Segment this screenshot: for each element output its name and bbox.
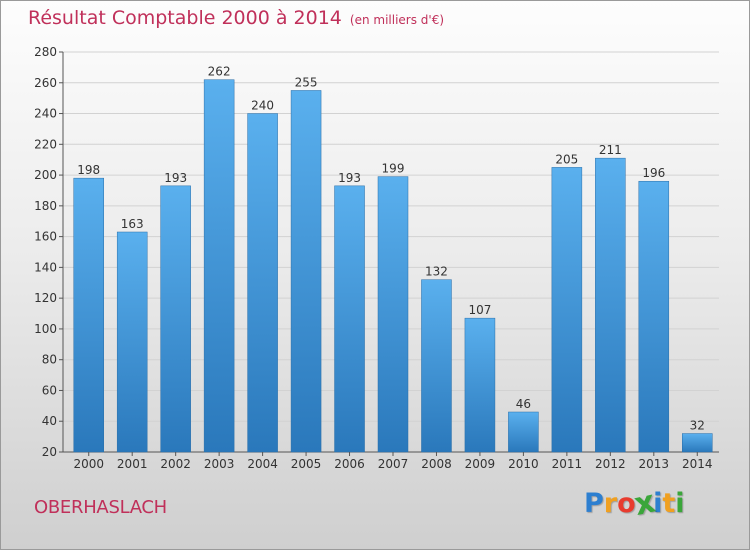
bar-2007 [377,176,409,453]
chart-title: Résultat Comptable 2000 à 2014 (en millie… [28,7,444,29]
x-tick-label-2010: 2010 [508,457,539,471]
commune-name: OBERHASLACH [34,497,167,518]
data-labels: 198 163 193 262 240 255 193 199 132 107 46 205 211 19… [77,65,705,433]
logo-letter: i [675,488,685,519]
y-tick-label: 20 [42,445,57,459]
x-tick-label-2011: 2011 [552,457,583,471]
y-tick-label: 60 [42,383,57,397]
bar-2003 [203,79,235,453]
y-tick-label: 140 [34,260,57,274]
bar-2006 [334,185,365,453]
y-tick-label: 280 [34,45,57,59]
x-axis-ticks: 2000 2001 2002 2003 2004 2005 2006 2007 2008 2009… [73,452,713,471]
data-label-2014: 32 [690,419,705,433]
data-label-2013: 196 [642,166,665,180]
y-tick-label: 220 [34,137,57,151]
bar-2009 [464,317,496,453]
y-tick-label: 200 [34,168,57,182]
title-text: Résultat Comptable 2000 à 2014 [28,7,342,29]
x-tick-label-2014: 2014 [682,457,713,471]
data-label-2008: 132 [425,265,448,279]
logo-letter: o [617,488,636,519]
y-tick-label: 160 [34,230,57,244]
x-tick-label-2007: 2007 [378,457,409,471]
y-tick-label: 240 [34,107,57,121]
logo-letter: t [662,488,676,519]
logo-letter: P [584,488,604,519]
y-tick-label: 120 [34,291,57,305]
data-label-2012: 211 [599,143,622,157]
data-label-2002: 193 [164,171,187,185]
bar-2001 [116,231,148,453]
x-tick-label-2006: 2006 [334,457,365,471]
x-tick-label-2002: 2002 [160,457,191,471]
y-tick-label: 180 [34,199,57,213]
x-tick-label-2005: 2005 [291,457,322,471]
data-label-2003: 262 [208,65,231,79]
y-tick-label: 260 [34,76,57,90]
chart-subtitle: (en milliers d'€) [349,13,445,27]
y-axis-ticks: 20 40 60 80 100 120 140 160 180 200 220 240 260 280 [34,45,63,459]
bar-2012 [595,157,626,453]
data-label-2009: 107 [468,303,491,317]
bar-2013 [638,180,670,453]
y-tick-label: 80 [42,353,57,367]
x-tick-label-2012: 2012 [595,457,626,471]
data-label-2000: 198 [77,163,100,177]
data-label-2006: 193 [338,171,361,185]
y-tick-label: 100 [34,322,57,336]
bar-2010 [508,411,539,453]
data-label-2005: 255 [295,75,318,89]
bar-2000 [73,177,104,453]
data-label-2007: 199 [382,162,405,176]
logo-letter: r [603,488,618,519]
logo-letter: i [653,488,663,519]
data-label-2001: 163 [121,217,144,231]
bar-2002 [160,185,191,453]
x-tick-label-2001: 2001 [117,457,148,471]
x-tick-label-2000: 2000 [73,457,104,471]
bar-2005 [290,90,322,453]
bar-2008 [421,279,452,453]
x-tick-label-2013: 2013 [639,457,670,471]
data-label-2010: 46 [516,397,531,411]
x-tick-label-2003: 2003 [204,457,235,471]
x-tick-label-2008: 2008 [421,457,452,471]
y-tick-label: 40 [42,414,57,428]
x-tick-label-2009: 2009 [465,457,496,471]
bars [73,79,713,453]
data-label-2004: 240 [251,99,274,113]
data-label-2011: 205 [555,152,578,166]
bar-2011 [551,167,583,453]
x-tick-label-2004: 2004 [247,457,278,471]
bar-2004 [247,113,278,453]
proxiti-logo[interactable]: Proxiti [584,484,685,523]
bar-2014 [682,433,713,453]
